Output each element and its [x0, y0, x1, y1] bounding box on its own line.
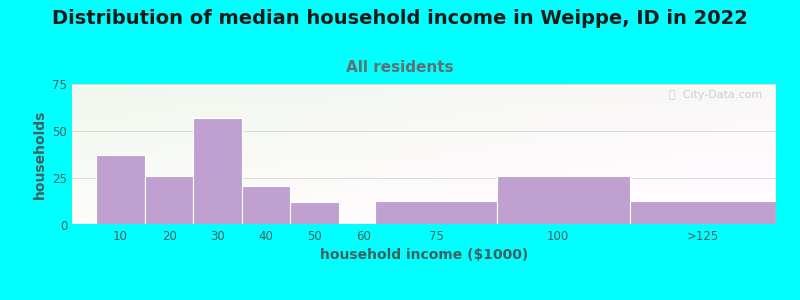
Bar — [242, 185, 290, 225]
Bar — [630, 201, 776, 225]
Text: Distribution of median household income in Weippe, ID in 2022: Distribution of median household income … — [52, 9, 748, 28]
Bar — [96, 155, 145, 225]
X-axis label: household income ($1000): household income ($1000) — [320, 248, 528, 262]
Text: ⓘ  City-Data.com: ⓘ City-Data.com — [669, 90, 762, 100]
Text: All residents: All residents — [346, 60, 454, 75]
Bar — [375, 201, 497, 225]
Bar — [497, 176, 630, 225]
Bar — [145, 176, 194, 225]
Y-axis label: households: households — [33, 110, 46, 199]
Bar — [290, 202, 339, 225]
Bar — [194, 118, 242, 225]
